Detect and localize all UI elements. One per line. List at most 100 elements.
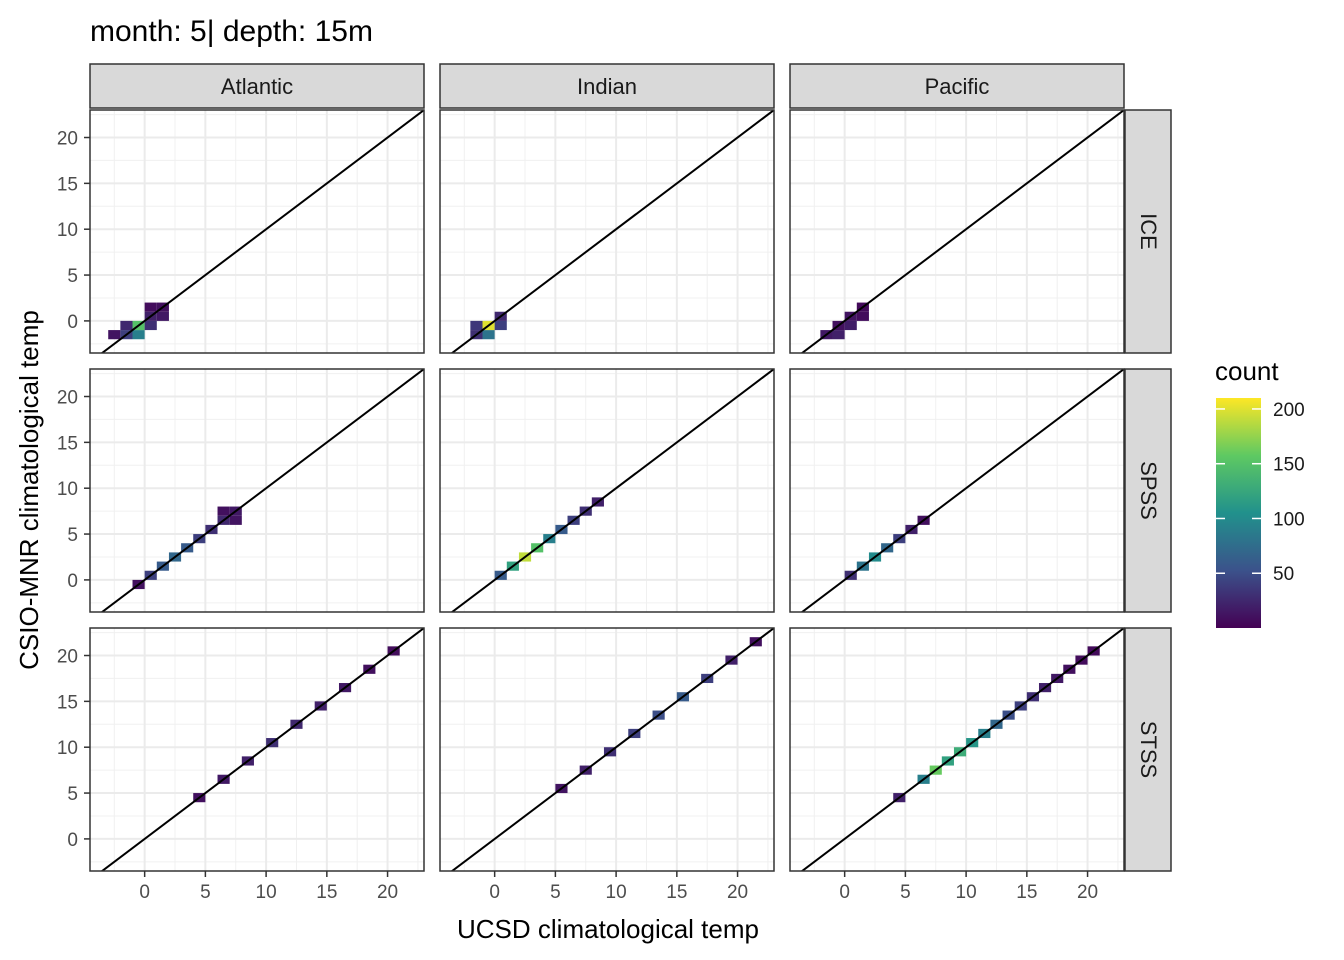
col-strip-bg	[89, 63, 425, 109]
identity-line	[800, 110, 1124, 353]
row-strip-label: STSS	[1136, 721, 1161, 778]
panel-border	[789, 627, 1125, 872]
panel-plot-area	[440, 369, 774, 612]
heatmap-bin	[108, 330, 121, 340]
col-strip-bg	[789, 63, 1125, 109]
col-strip-indian: Indian	[439, 63, 775, 109]
panel-background	[790, 369, 1124, 612]
panel-plot-area	[90, 369, 424, 612]
panel-pacific-stss	[789, 627, 1125, 872]
legend: count 50 100 150 200	[1215, 356, 1305, 628]
y-tick-label: 10	[57, 479, 78, 500]
heatmap-bin	[470, 320, 483, 331]
identity-line	[450, 369, 774, 612]
x-tick-label: 5	[900, 882, 911, 903]
row-strip-bg	[1124, 368, 1172, 613]
y-tick-label: 15	[57, 692, 78, 713]
panel-background	[440, 110, 774, 353]
col-strip-label: Atlantic	[221, 74, 293, 99]
y-tick-label: 10	[57, 738, 78, 759]
panel-pacific-spss	[789, 368, 1125, 613]
heatmap-bin	[844, 320, 857, 331]
x-tick-label: 0	[839, 882, 850, 903]
panel-border	[89, 109, 425, 354]
y-tick-label: 0	[67, 571, 78, 592]
x-tick-label: 5	[200, 882, 211, 903]
y-tick-label: 20	[57, 647, 78, 668]
heatmap-bin	[229, 515, 242, 525]
row-strip-bg	[1124, 627, 1172, 872]
panel-plot-area	[90, 110, 424, 353]
row-strip-ice: ICE	[1124, 109, 1172, 354]
panel-atlantic-ice	[89, 109, 425, 354]
x-tick-label: 5	[550, 882, 561, 903]
heatmap-bin	[832, 330, 845, 340]
chart-title: month: 5| depth: 15m	[90, 15, 373, 48]
panel-background	[440, 369, 774, 612]
identity-line	[100, 369, 424, 612]
y-tick-label: 20	[57, 388, 78, 409]
y-tick-label: 0	[67, 312, 78, 333]
y-tick-label: 15	[57, 433, 78, 454]
panel-plot-area	[440, 628, 774, 871]
x-tick-label: 15	[1016, 882, 1037, 903]
panel-border	[439, 109, 775, 354]
col-strip-atlantic: Atlantic	[89, 63, 425, 109]
x-tick-label: 15	[666, 882, 687, 903]
y-tick-label: 5	[67, 784, 78, 805]
legend-tick-label: 100	[1273, 509, 1305, 530]
panel-border	[789, 368, 1125, 613]
panel-background	[790, 110, 1124, 353]
y-tick-label: 0	[67, 830, 78, 851]
x-tick-label: 10	[256, 882, 277, 903]
panel-pacific-ice	[789, 109, 1125, 354]
y-tick-label: 20	[57, 129, 78, 150]
heatmap-bin	[120, 320, 133, 331]
row-strip-label: SPSS	[1136, 461, 1161, 520]
panel-border	[89, 627, 425, 872]
heatmap-bin	[217, 506, 230, 516]
identity-line	[100, 110, 424, 353]
panel-atlantic-stss	[89, 627, 425, 872]
heatmap-bin	[494, 320, 507, 331]
legend-tick-label: 200	[1273, 400, 1305, 421]
heatmap-bin	[156, 311, 169, 321]
legend-tick-label: 150	[1273, 455, 1305, 476]
y-tick-label: 10	[57, 220, 78, 241]
x-tick-label: 10	[956, 882, 977, 903]
panel-plot-area	[790, 369, 1124, 612]
panel-border	[439, 627, 775, 872]
panel-indian-ice	[439, 109, 775, 354]
heatmap-bin	[144, 320, 157, 331]
identity-line	[100, 628, 424, 871]
col-strip-label: Indian	[577, 74, 637, 99]
y-axis-label: CSIO-MNR climatological temp	[14, 310, 44, 670]
facet-panels: Atlantic Indian Pacific ICE SPSS STSS	[89, 63, 1172, 872]
legend-title: count	[1215, 356, 1279, 386]
legend-tick-label: 50	[1273, 564, 1294, 585]
panel-background	[90, 628, 424, 871]
row-strip-spss: SPSS	[1124, 368, 1172, 613]
col-strip-label: Pacific	[925, 74, 990, 99]
panel-plot-area	[90, 628, 424, 871]
panel-atlantic-spss	[89, 368, 425, 613]
col-strip-bg	[439, 63, 775, 109]
x-tick-label: 15	[316, 882, 337, 903]
identity-line	[800, 369, 1124, 612]
panel-background	[90, 369, 424, 612]
panel-border	[789, 109, 1125, 354]
identity-line	[450, 110, 774, 353]
x-tick-label: 0	[139, 882, 150, 903]
row-strip-stss: STSS	[1124, 627, 1172, 872]
panel-plot-area	[440, 110, 774, 353]
legend-colorbar	[1216, 398, 1261, 628]
panel-plot-area	[790, 110, 1124, 353]
identity-line	[800, 628, 1124, 871]
panel-indian-spss	[439, 368, 775, 613]
row-strip-bg	[1124, 109, 1172, 354]
col-strip-pacific: Pacific	[789, 63, 1125, 109]
panel-border	[439, 368, 775, 613]
heatmap-bin	[144, 302, 157, 312]
panel-indian-stss	[439, 627, 775, 872]
